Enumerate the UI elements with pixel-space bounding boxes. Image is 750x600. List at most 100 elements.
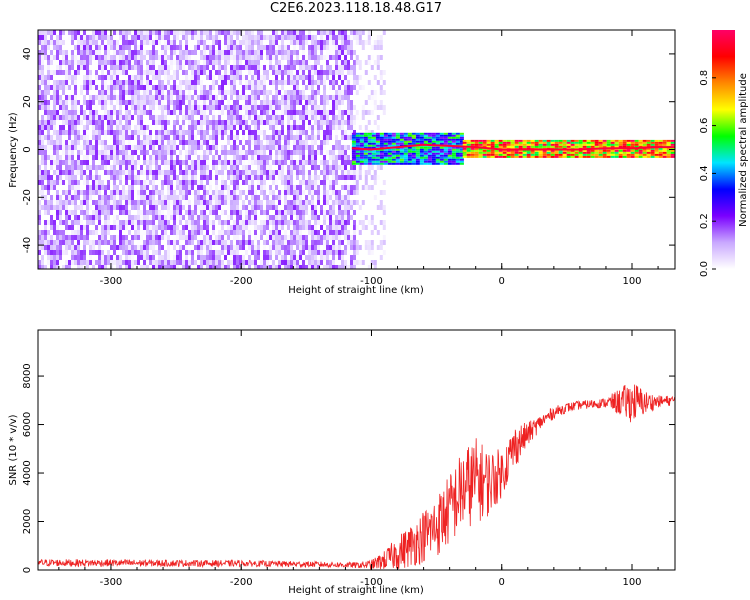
heatmap-cell xyxy=(347,240,350,245)
heatmap-cell xyxy=(122,135,125,140)
heatmap-cell xyxy=(383,142,388,145)
heatmap-cell xyxy=(176,130,179,135)
heatmap-cell xyxy=(101,255,104,260)
heatmap-cell xyxy=(188,35,191,40)
heatmap-cell xyxy=(326,125,329,130)
heatmap-cell xyxy=(86,45,89,50)
heatmap-cell xyxy=(290,240,293,245)
heatmap-cell xyxy=(224,165,227,170)
heatmap-cell xyxy=(212,100,215,105)
heatmap-cell xyxy=(77,215,80,220)
heatmap-cell xyxy=(161,95,164,100)
heatmap-cell xyxy=(367,75,371,80)
heatmap-cell xyxy=(200,230,203,235)
heatmap-cell xyxy=(134,75,137,80)
heatmap-cell xyxy=(65,75,68,80)
heatmap-cell xyxy=(59,80,62,85)
heatmap-cell xyxy=(164,255,167,260)
heatmap-cell xyxy=(38,85,41,90)
heatmap-cell xyxy=(272,80,275,85)
heatmap-cell xyxy=(302,130,305,135)
heatmap-cell xyxy=(367,185,371,190)
heatmap-cell xyxy=(80,135,83,140)
heatmap-cell xyxy=(290,175,293,180)
heatmap-cell xyxy=(101,125,104,130)
heatmap-cell xyxy=(314,225,317,230)
heatmap-cell xyxy=(498,153,503,156)
heatmap-cell xyxy=(146,110,149,115)
heatmap-cell xyxy=(68,130,71,135)
heatmap-cell xyxy=(47,210,50,215)
heatmap-cell xyxy=(302,245,305,250)
heatmap-cell xyxy=(248,130,251,135)
heatmap-cell xyxy=(125,100,128,105)
heatmap-cell xyxy=(86,90,89,95)
heatmap-cell xyxy=(86,130,89,135)
heatmap-cell xyxy=(320,40,323,45)
heatmap-cell xyxy=(128,260,131,265)
heatmap-cell xyxy=(293,205,296,210)
heatmap-cell xyxy=(179,195,182,200)
heatmap-cell xyxy=(122,115,125,120)
heatmap-cell xyxy=(107,35,110,40)
heatmap-cell xyxy=(47,160,50,165)
heatmap-cell xyxy=(56,215,59,220)
heatmap-cell xyxy=(134,30,137,35)
heatmap-cell xyxy=(50,255,53,260)
heatmap-cell xyxy=(367,170,371,175)
heatmap-cell xyxy=(140,65,143,70)
heatmap-cell xyxy=(230,265,233,269)
heatmap-cell xyxy=(191,115,194,120)
heatmap-cell xyxy=(371,152,376,155)
heatmap-cell xyxy=(218,240,221,245)
heatmap-cell xyxy=(363,146,368,149)
heatmap-cell xyxy=(158,160,161,165)
heatmap-cell xyxy=(176,185,179,190)
heatmap-cell xyxy=(134,200,137,205)
heatmap-cell xyxy=(77,165,80,170)
heatmap-cell xyxy=(89,65,92,70)
heatmap-cell xyxy=(158,105,161,110)
heatmap-cell xyxy=(113,205,116,210)
heatmap-cell xyxy=(233,195,236,200)
heatmap-cell xyxy=(266,195,269,200)
heatmap-cell xyxy=(326,140,329,145)
heatmap-cell xyxy=(248,70,251,75)
heatmap-cell xyxy=(80,40,83,45)
heatmap-cell xyxy=(203,115,206,120)
heatmap-cell xyxy=(197,195,200,200)
heatmap-cell xyxy=(239,115,242,120)
heatmap-cell xyxy=(435,142,440,145)
heatmap-cell xyxy=(248,110,251,115)
heatmap-cell xyxy=(391,136,396,139)
heatmap-cell xyxy=(116,255,119,260)
heatmap-cell xyxy=(218,215,221,220)
heatmap-cell xyxy=(197,205,200,210)
heatmap-cell xyxy=(272,45,275,50)
heatmap-cell xyxy=(281,110,284,115)
heatmap-cell xyxy=(278,235,281,240)
heatmap-cell xyxy=(308,125,311,130)
heatmap-cell xyxy=(266,225,269,230)
heatmap-cell xyxy=(308,70,311,75)
heatmap-cell xyxy=(203,210,206,215)
heatmap-cell xyxy=(191,145,194,150)
heatmap-cell xyxy=(59,100,62,105)
heatmap-cell xyxy=(41,100,44,105)
heatmap-cell xyxy=(224,230,227,235)
heatmap-cell xyxy=(212,120,215,125)
heatmap-cell xyxy=(443,152,448,155)
heatmap-cell xyxy=(203,135,206,140)
heatmap-cell xyxy=(206,35,209,40)
heatmap-cell xyxy=(278,220,281,225)
heatmap-cell xyxy=(155,250,158,255)
heatmap-cell xyxy=(407,150,412,153)
heatmap-cell xyxy=(83,125,86,130)
heatmap-cell xyxy=(379,165,383,170)
heatmap-cell xyxy=(272,180,275,185)
heatmap-cell xyxy=(110,260,113,265)
heatmap-cell xyxy=(44,165,47,170)
heatmap-cell xyxy=(260,40,263,45)
heatmap-cell xyxy=(110,155,113,160)
heatmap-cell xyxy=(101,235,104,240)
